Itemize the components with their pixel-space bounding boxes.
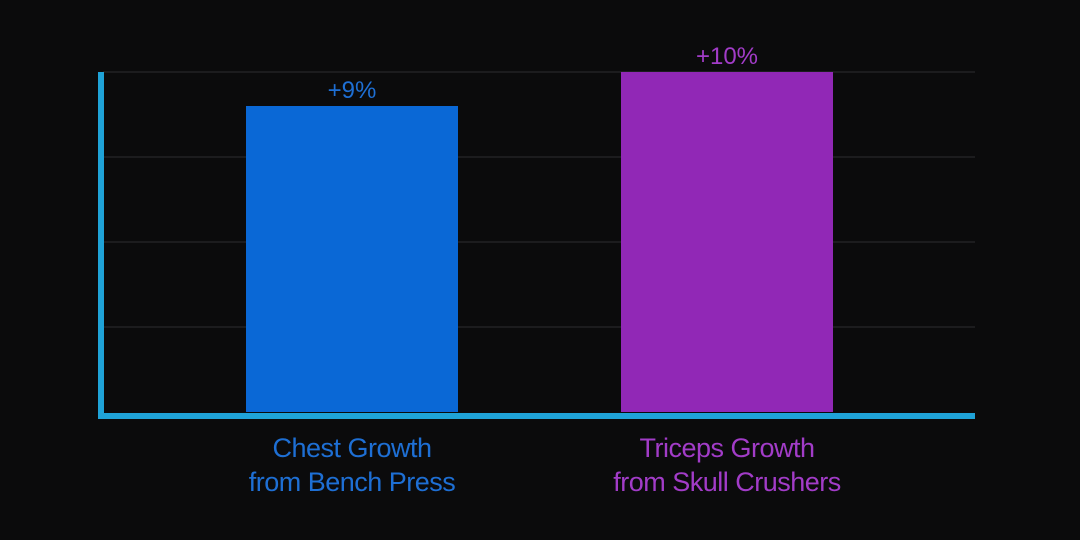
category-label-1: Chest Growth from Bench Press [249, 433, 456, 497]
axes [98, 72, 975, 419]
category-label-line: from Bench Press [249, 467, 456, 497]
labels: +9% +10% Chest Growth from Bench Press Trice… [249, 43, 842, 497]
bar-1 [246, 106, 458, 412]
category-label-line: Chest Growth [272, 433, 431, 463]
bar-value-label-2: +10% [696, 43, 758, 70]
y-axis [98, 72, 104, 418]
bar-2 [621, 72, 833, 412]
x-axis [98, 413, 975, 419]
category-label-2: Triceps Growth from Skull Crushers [613, 433, 841, 497]
bars [246, 72, 833, 412]
category-label-line: Triceps Growth [639, 433, 814, 463]
bar-value-label-1: +9% [328, 77, 377, 104]
category-label-line: from Skull Crushers [613, 467, 841, 497]
